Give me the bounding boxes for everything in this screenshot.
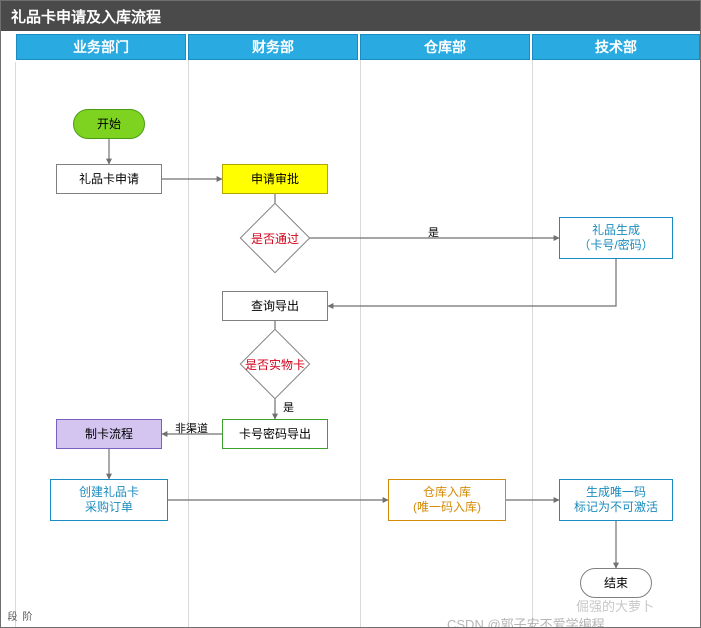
lane-header-wh: 仓库部 [360, 34, 530, 60]
node-label-isreal: 是否实物卡 [250, 339, 300, 389]
node-approve: 申请审批 [222, 164, 328, 194]
node-unique: 生成唯一码 标记为不可激活 [559, 479, 673, 521]
node-po: 创建礼品卡 采购订单 [50, 479, 168, 521]
side-label: 阶段 [3, 611, 33, 627]
title-bar: 礼品卡申请及入库流程 [1, 1, 700, 31]
node-pass: 是否通过 [250, 213, 300, 263]
node-end: 结束 [580, 568, 652, 598]
node-inwh: 仓库入库 (唯一码入库) [388, 479, 506, 521]
edge-label-e7: 是 [283, 399, 294, 415]
edge-e5 [328, 259, 616, 306]
lane-header-biz: 业务部门 [16, 34, 186, 60]
node-gen: 礼品生成 （卡号/密码） [559, 217, 673, 259]
watermark-0: 倔强的大萝卜 [576, 596, 654, 615]
node-query: 查询导出 [222, 291, 328, 321]
node-label-pass: 是否通过 [250, 213, 300, 263]
watermark-1: CSDN @郭子安不爱学编程 [447, 614, 605, 628]
edge-label-e4: 是 [428, 224, 439, 240]
node-apply: 礼品卡申请 [56, 164, 162, 194]
edges-layer [1, 1, 701, 628]
edge-label-e8: 非渠道 [175, 420, 208, 436]
node-isreal: 是否实物卡 [250, 339, 300, 389]
node-card: 制卡流程 [56, 419, 162, 449]
lane-header-fin: 财务部 [188, 34, 358, 60]
flowchart-canvas: 是是非渠道礼品卡申请及入库流程业务部门财务部仓库部技术部开始礼品卡申请申请审批是… [0, 0, 701, 628]
node-export: 卡号密码导出 [222, 419, 328, 449]
node-start: 开始 [73, 109, 145, 139]
lane-header-tech: 技术部 [532, 34, 700, 60]
